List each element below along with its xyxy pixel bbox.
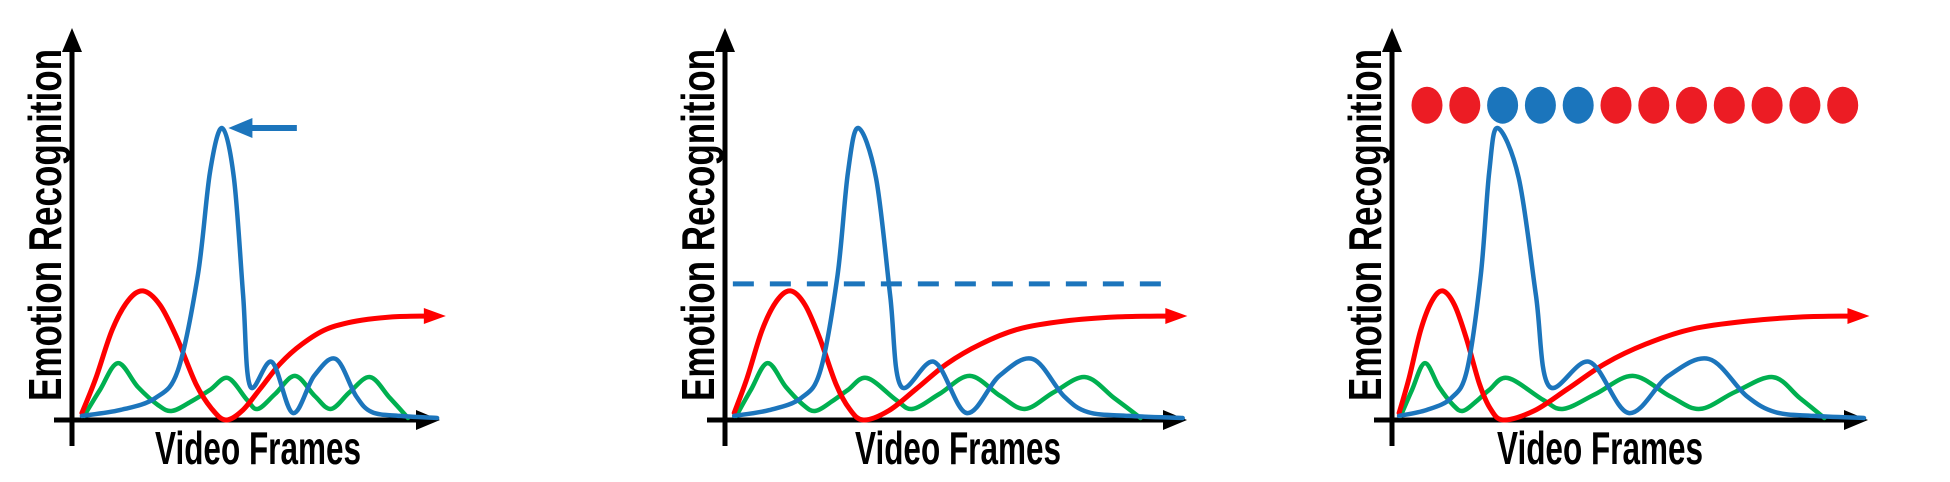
frame-dot-blue (1524, 86, 1556, 124)
x-axis-arrowhead-icon (1163, 410, 1187, 430)
red-curve (1396, 288, 1854, 423)
panel-1-curves-group (79, 125, 446, 423)
blue-curve (79, 125, 440, 421)
frame-dot-red (1449, 86, 1481, 124)
y-axis-arrowhead-icon (62, 28, 82, 52)
frame-dot-red (1600, 86, 1632, 124)
red-curve-arrowhead-icon (423, 308, 446, 325)
x-axis-label: Video Frames (855, 422, 1061, 474)
frame-dot-red (1713, 86, 1745, 124)
green-curve (81, 360, 411, 421)
panel-3-annotation-group (1411, 86, 1859, 124)
frame-dot-red (1411, 86, 1443, 124)
panel-3-curves-group (1396, 125, 1870, 423)
y-axis-arrowhead-icon (715, 28, 735, 52)
frame-dot-blue (1487, 86, 1519, 124)
x-axis-label: Video Frames (1497, 422, 1703, 474)
red-curve (731, 288, 1172, 423)
green-curve (1398, 360, 1827, 421)
panel-1: Emotion Recognition Video Frames (19, 28, 446, 474)
y-axis-label: Emotion Recognition (1339, 49, 1391, 401)
red-curve-arrowhead-icon (1165, 308, 1188, 325)
peak-pointer-arrowhead-icon (228, 118, 253, 138)
y-axis-label: Emotion Recognition (672, 49, 724, 401)
panel-1-annotation-group (228, 118, 297, 138)
x-axis-arrowhead-icon (1844, 410, 1868, 430)
green-curve (733, 360, 1143, 421)
panel-2-axes-group (707, 28, 1187, 446)
frame-dot-red (1827, 86, 1859, 124)
red-curve-arrowhead-icon (1847, 308, 1870, 325)
frame-dot-blue (1562, 86, 1594, 124)
panel-3: Emotion Recognition Video Frames (1339, 28, 1870, 474)
y-axis-label: Emotion Recognition (19, 49, 71, 401)
y-axis-arrowhead-icon (1382, 28, 1402, 52)
frame-dot-red (1789, 86, 1821, 124)
panel-3-axes-group (1374, 28, 1868, 446)
blue-curve (731, 125, 1185, 421)
panel-2-curves-group (731, 125, 1188, 423)
panel-2: Emotion Recognition Video Frames (672, 28, 1188, 474)
panel-1-axes-group (54, 28, 440, 446)
frame-dot-red (1751, 86, 1783, 124)
frame-dot-red (1676, 86, 1707, 124)
x-axis-arrowhead-icon (416, 410, 440, 430)
red-curve (79, 288, 431, 423)
blue-curve (1396, 125, 1867, 421)
x-axis-label: Video Frames (155, 422, 361, 474)
frame-dot-red (1638, 86, 1670, 124)
